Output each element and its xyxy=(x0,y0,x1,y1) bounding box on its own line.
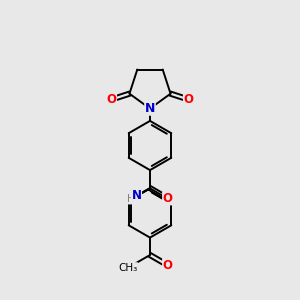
Text: O: O xyxy=(106,93,116,106)
Text: CH₃: CH₃ xyxy=(118,263,137,273)
Text: O: O xyxy=(184,93,194,106)
Text: N: N xyxy=(145,102,155,115)
Text: O: O xyxy=(163,259,173,272)
Text: H: H xyxy=(127,194,135,204)
Text: O: O xyxy=(163,192,173,205)
Text: N: N xyxy=(145,102,155,115)
Text: N: N xyxy=(131,189,142,203)
